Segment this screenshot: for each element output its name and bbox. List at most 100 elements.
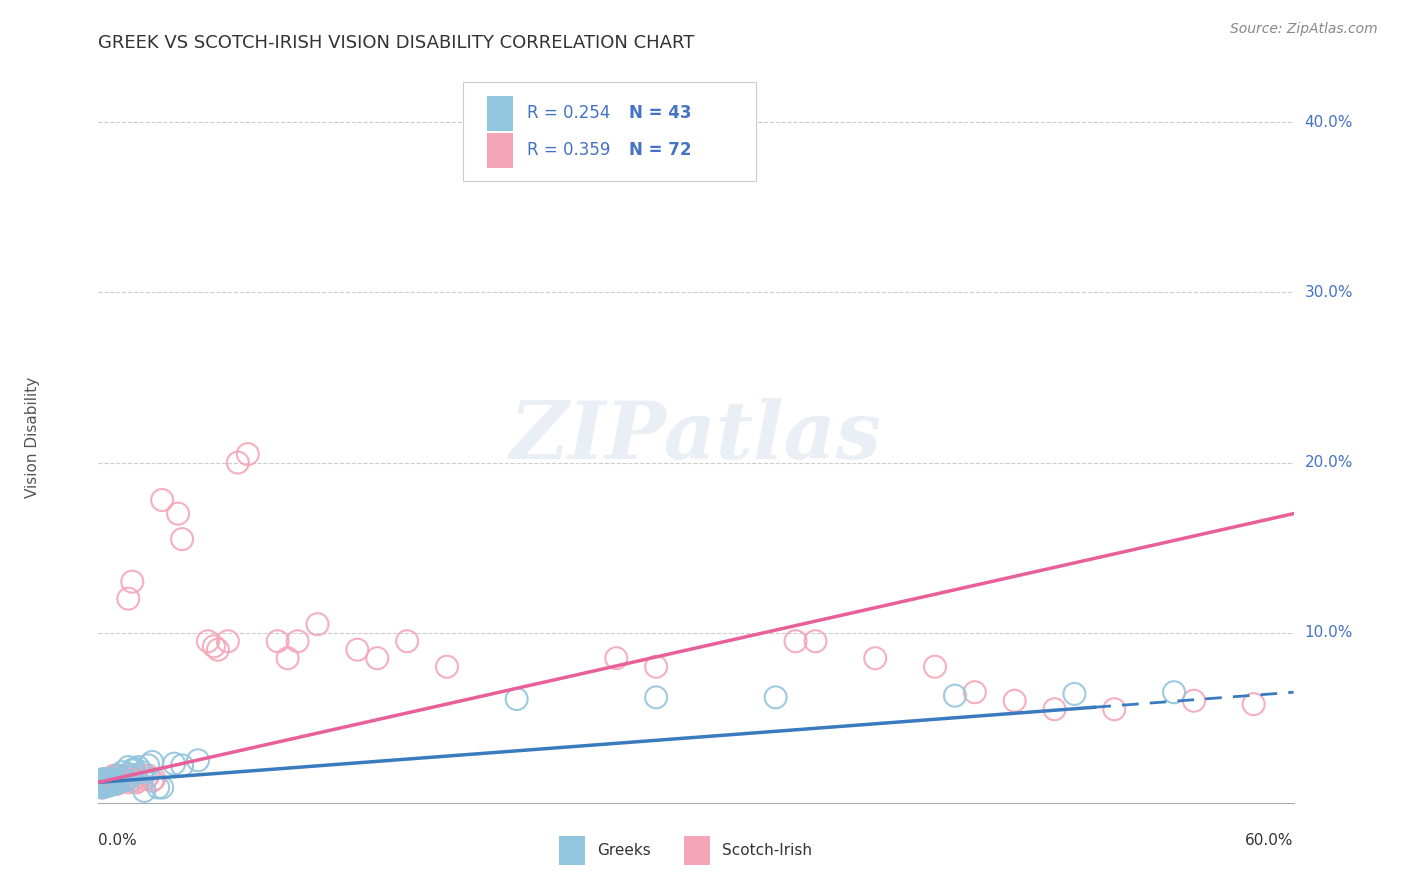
Text: R = 0.359: R = 0.359 <box>527 141 610 159</box>
Point <box>91 777 114 791</box>
Point <box>187 753 209 767</box>
Point <box>121 574 143 589</box>
Point <box>96 773 118 788</box>
Point <box>1043 702 1066 716</box>
Point <box>120 768 142 782</box>
Point <box>346 642 368 657</box>
Point <box>117 767 139 781</box>
Text: ZIPatlas: ZIPatlas <box>510 399 882 475</box>
Point <box>103 777 125 791</box>
Point <box>93 772 115 786</box>
Point <box>117 775 139 789</box>
Point <box>103 768 125 782</box>
Point <box>89 775 111 789</box>
Point <box>111 770 134 784</box>
Text: GREEK VS SCOTCH-IRISH VISION DISABILITY CORRELATION CHART: GREEK VS SCOTCH-IRISH VISION DISABILITY … <box>98 34 695 52</box>
Text: N = 43: N = 43 <box>628 104 692 122</box>
Point <box>396 634 419 648</box>
Point <box>93 775 115 789</box>
Point <box>172 532 194 546</box>
Point <box>105 773 128 788</box>
Point <box>125 775 148 789</box>
Point <box>150 493 173 508</box>
Text: 40.0%: 40.0% <box>1305 115 1353 130</box>
Point <box>107 775 129 789</box>
Point <box>98 773 122 788</box>
Point <box>96 777 118 791</box>
Point <box>98 773 122 788</box>
Point <box>217 634 239 648</box>
Point <box>91 773 114 788</box>
FancyBboxPatch shape <box>486 95 513 131</box>
Point <box>121 764 143 778</box>
Point <box>111 765 134 780</box>
Point <box>536 115 558 129</box>
Point <box>93 779 115 793</box>
Point <box>96 773 118 788</box>
Point <box>1243 697 1265 711</box>
Point <box>197 634 219 648</box>
Text: Vision Disability: Vision Disability <box>25 376 41 498</box>
Point <box>97 775 120 789</box>
Point <box>1182 694 1205 708</box>
Text: Greeks: Greeks <box>596 843 651 858</box>
Point <box>105 773 128 788</box>
Point <box>101 770 124 784</box>
Point <box>91 777 114 791</box>
Point <box>236 447 259 461</box>
Point <box>141 755 163 769</box>
Point <box>97 775 120 789</box>
Point <box>1004 694 1026 708</box>
Point <box>89 775 111 789</box>
Point <box>101 775 124 789</box>
Point <box>167 507 190 521</box>
Point <box>112 773 135 788</box>
Text: 30.0%: 30.0% <box>1305 285 1353 300</box>
Point <box>91 780 114 795</box>
Point <box>506 692 529 706</box>
Point <box>107 768 129 782</box>
Text: Scotch-Irish: Scotch-Irish <box>723 843 813 858</box>
Point <box>226 456 249 470</box>
Point <box>1104 702 1126 716</box>
Point <box>148 780 170 795</box>
Point <box>436 659 458 673</box>
Point <box>287 634 309 648</box>
Point <box>93 779 115 793</box>
Point <box>131 768 153 782</box>
Point <box>93 775 115 789</box>
Point <box>141 773 163 788</box>
Point <box>804 634 827 648</box>
Point <box>202 640 225 654</box>
Text: 60.0%: 60.0% <box>1246 833 1294 848</box>
Point <box>117 591 139 606</box>
Point <box>110 773 132 788</box>
Point <box>89 779 111 793</box>
Point <box>307 617 329 632</box>
Point <box>963 685 986 699</box>
Point <box>98 777 122 791</box>
Point <box>91 773 114 788</box>
Point <box>97 779 120 793</box>
Point <box>97 779 120 793</box>
Point <box>124 762 146 776</box>
Point <box>267 634 290 648</box>
Point <box>277 651 299 665</box>
Point <box>93 772 115 786</box>
Point <box>97 772 120 786</box>
Point <box>91 780 114 795</box>
Point <box>101 775 124 789</box>
Point <box>117 760 139 774</box>
Text: 20.0%: 20.0% <box>1305 455 1353 470</box>
Point <box>136 758 159 772</box>
Point <box>366 651 388 665</box>
Point <box>107 775 129 789</box>
Point <box>1063 687 1085 701</box>
Point <box>645 659 668 673</box>
Point <box>103 773 125 788</box>
Point <box>112 773 135 788</box>
Point <box>143 772 166 786</box>
Point <box>136 768 159 782</box>
Point <box>207 642 229 657</box>
Point <box>124 772 146 786</box>
